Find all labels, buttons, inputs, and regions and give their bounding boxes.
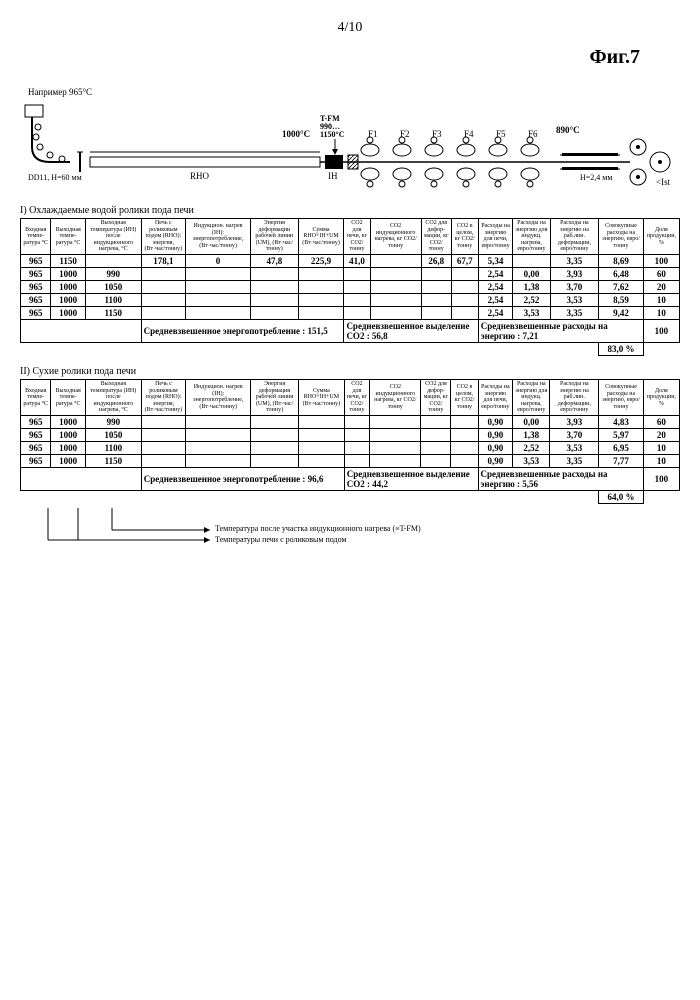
label-end-temp: 890°C [556, 125, 580, 135]
col-2: Выходная температура (ИН) после индукцио… [85, 219, 141, 255]
figure-title: Фиг.7 [20, 46, 680, 69]
col-5: Энергия деформации рабочей линии (UM), (… [251, 219, 299, 255]
table-section-b: Входная темпе- ратура °C Выходная темпе-… [20, 379, 680, 504]
label-f2: F2 [400, 129, 410, 139]
label-f5: F5 [496, 129, 506, 139]
table-row: 965100011502,543,533,359,4210 [21, 306, 680, 319]
col-10: CO2 в целом, кг CO2/тонну [451, 219, 478, 255]
process-diagram: Например 965°C DD11, H=60 мм 1000°C T-FM… [20, 77, 680, 197]
footnote-2: Температуры печи с роликовым подом [215, 535, 347, 544]
col-b-13: Расходы на энергию на раб.лин. деформаци… [550, 379, 599, 415]
col-11: Расходы на энергию для печи, евро/тонну [478, 219, 513, 255]
col-b-10: CO2 в целом, кг CO2/тонну [451, 379, 478, 415]
footnote-1: Температура после участка индукционного … [215, 524, 421, 533]
label-ih: IH [328, 171, 338, 181]
summary-row-a: Средневзвешенное энергопотребление : 151… [21, 319, 680, 342]
page-number: 4/10 [20, 20, 680, 36]
col-b-6: Сумма RHO+IH+UM (Вт·час/тонну) [298, 379, 344, 415]
col-b-3: Печь с роликовым подом (RHO): энергия, (… [141, 379, 185, 415]
col-b-9: CO2 для дефор- мации, кг CO2/тонну [421, 379, 451, 415]
label-f4: F4 [464, 129, 474, 139]
footnote-arrows: Температура после участка индукционного … [20, 508, 680, 548]
col-b-4: Индукцион. нагрев (IH): энергопотреблени… [186, 379, 251, 415]
section-b-title: II) Сухие ролики пода печи [20, 366, 680, 377]
ratio-row-a: 83,0 % [21, 342, 680, 355]
label-material: DD11, H=60 мм [28, 173, 82, 182]
table-row: 965100011002,542,523,538,5910 [21, 293, 680, 306]
col-9: CO2 для дефор- мации, кг CO2/тонну [421, 219, 451, 255]
col-12: Расходы на энергию для индукц. нагрева, … [513, 219, 550, 255]
col-7: CO2 для печи, кг CO2/тонну [344, 219, 370, 255]
table-row: 96510009902,540,003,936,4860 [21, 267, 680, 280]
col-b-11: Расходы на энергию для печи, евро/тонну [478, 379, 513, 415]
label-example-temp: Например 965°C [28, 87, 92, 97]
col-8: CO2 индукционного нагрева, кг CO2/тонну [370, 219, 421, 255]
col-3: Печь с роликовым подом (RHO): энергия, (… [141, 219, 185, 255]
label-ist: <Ist [656, 177, 670, 187]
table-row: 9651150 178,1047,8 225,941,0 26,867,75,3… [21, 254, 680, 267]
label-rho: RHO [190, 171, 209, 181]
label-f6: F6 [528, 129, 538, 139]
label-f3: F3 [432, 129, 442, 139]
col-b-14: Совокупные расходы на энергию, евро/тонн… [599, 379, 644, 415]
col-1: Выходная темпе- ратура °C [51, 219, 85, 255]
label-1000c: 1000°C [282, 129, 310, 139]
col-13: Расходы на энергию на раб.лин. деформаци… [550, 219, 599, 255]
ratio-row-b: 64,0 % [21, 490, 680, 503]
col-b-2: Выходная температура (ИН) после индукцио… [85, 379, 141, 415]
label-f1: F1 [368, 129, 378, 139]
col-b-5: Энергия деформации рабочей линии (UM), (… [251, 379, 299, 415]
section-a-title: I) Охлаждаемые водой ролики пода печи [20, 205, 680, 216]
table-row: 965100010500,901,383,705,9720 [21, 428, 680, 441]
summary-row-b: Средневзвешенное энергопотребление : 96,… [21, 467, 680, 490]
table-row: 965100011000,902,523,536,9510 [21, 441, 680, 454]
col-b-15: Доля продукции, % [643, 379, 679, 415]
col-b-1: Выходная темпе- ратура °C [51, 379, 86, 415]
label-tfm: T-FM 990… 1150°C [320, 115, 345, 139]
col-6: Сумма RHO+IH+UM (Вт·час/тонну) [298, 219, 344, 255]
col-b-12: Расходы на энергию для индукц. нагрева, … [513, 379, 550, 415]
table-row: 965100010502,541,383,707,6220 [21, 280, 680, 293]
table-row: 965100011500,903,533,357,7710 [21, 454, 680, 467]
col-4: Индукцион. нагрев (IH): энергопотреблени… [186, 219, 251, 255]
col-b-0: Входная темпе- ратура °C [21, 379, 51, 415]
col-0: Входная темпе- ратура °C [21, 219, 51, 255]
col-14: Совокупные расходы на энергию, евро/тонн… [599, 219, 644, 255]
col-b-8: CO2 индукционного нагрева, кг CO2/тонну [370, 379, 421, 415]
col-b-7: CO2 для печи, кг CO2/тонну [344, 379, 369, 415]
col-15: Доля продукции, % [643, 219, 679, 255]
table-row: 96510009900,900,003,934,8360 [21, 415, 680, 428]
label-end-h: H=2,4 мм [580, 173, 612, 182]
table-section-a: Входная темпе- ратура °C Выходная темпе-… [20, 218, 680, 356]
